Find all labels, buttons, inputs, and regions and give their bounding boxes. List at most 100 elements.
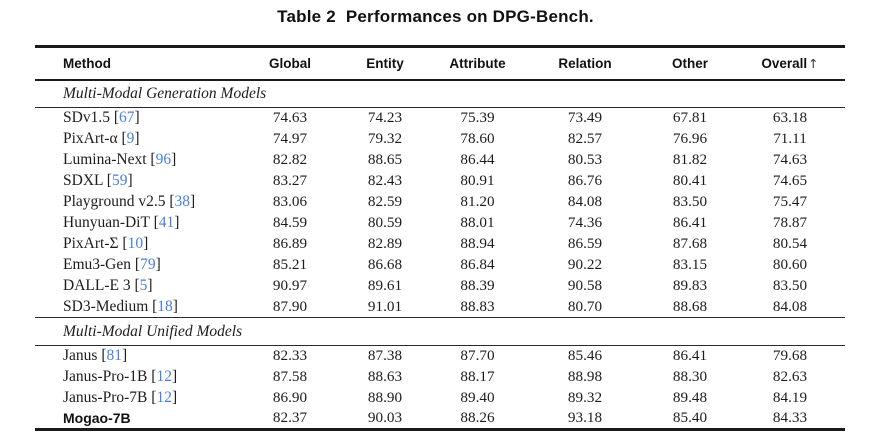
citation-link[interactable]: 38: [174, 193, 191, 210]
citation-link[interactable]: 67: [119, 109, 135, 127]
value-cell: 86.68: [367, 256, 403, 273]
value-cell: 88.17: [460, 368, 495, 385]
value-cell: 85.40: [672, 409, 708, 427]
section-header-row: Multi-Modal Generation Models: [35, 79, 845, 108]
value-cell: 82.82: [272, 151, 308, 168]
citation-link[interactable]: 96: [155, 151, 172, 168]
value-cell: 88.65: [367, 151, 403, 168]
value-cell: 81.20: [460, 193, 495, 210]
citation-link[interactable]: 41: [158, 214, 175, 231]
table-row: Playground v2.5 [38] 83.06 82.59 81.20 84.08…: [35, 192, 845, 213]
value-cell: 83.50: [672, 193, 708, 210]
method-cell: PixArt-α [9]: [63, 130, 140, 147]
value-cell: 82.43: [367, 172, 403, 189]
value-cell: 80.41: [672, 172, 708, 189]
table-row: PixArt-α [9] 74.97 79.32 78.60 82.57 76.96 71.…: [35, 129, 845, 150]
table-row: Janus [81] 82.33 87.38 87.70 85.46 86.41 79.68: [35, 346, 845, 367]
value-cell: 88.63: [367, 368, 403, 385]
value-cell: 78.60: [460, 130, 495, 147]
value-cell: 87.38: [367, 347, 403, 365]
column-header-overall: Overall↑: [761, 55, 819, 71]
value-cell: 82.59: [367, 193, 403, 210]
section-label: Multi-Modal Generation Models: [63, 84, 267, 102]
citation-link[interactable]: 5: [139, 277, 148, 294]
table-row: DALL-E 3 [5] 90.97 89.61 88.39 90.58 89.83 83.…: [35, 276, 845, 297]
column-header-global: Global: [268, 55, 311, 71]
method-cell: SDv1.5 [67]: [63, 109, 140, 127]
method-cell: Lumina-Next [96]: [63, 151, 177, 168]
method-cell: PixArt-Σ [10]: [63, 235, 149, 252]
value-cell: 88.90: [367, 389, 403, 406]
column-header-relation: Relation: [558, 55, 612, 71]
value-cell: 87.70: [460, 347, 495, 365]
value-cell: 83.15: [672, 256, 708, 273]
citation-link[interactable]: 81: [106, 347, 123, 365]
citation-link[interactable]: 59: [111, 172, 128, 189]
table-row: Lumina-Next [96] 82.82 88.65 86.44 80.53 81.8…: [35, 150, 845, 171]
method-cell: SD3-Medium [18]: [63, 297, 178, 315]
value-cell: 84.19: [772, 389, 808, 406]
table-row: Hunyuan-DiT [41] 84.59 80.59 88.01 74.36 86.4…: [35, 213, 845, 234]
value-cell: 86.84: [460, 256, 495, 273]
table-row: Emu3-Gen [79] 85.21 86.68 86.84 90.22 83.15 80…: [35, 255, 845, 276]
value-cell: 88.30: [672, 368, 708, 385]
table-body: Multi-Modal Generation Models SDv1.5 [67]…: [35, 79, 845, 430]
value-cell: 90.03: [367, 409, 403, 427]
value-cell: 90.97: [272, 277, 308, 294]
value-cell: 87.68: [672, 235, 708, 252]
value-cell: 86.41: [672, 214, 708, 231]
value-cell: 78.87: [772, 214, 808, 231]
method-cell: Playground v2.5 [38]: [63, 193, 196, 210]
value-cell: 93.18: [567, 409, 603, 427]
value-cell: 74.65: [772, 172, 808, 189]
citation-link[interactable]: 18: [157, 297, 173, 315]
method-cell: Hunyuan-DiT [41]: [63, 214, 180, 231]
method-cell: Janus-Pro-1B [12]: [63, 368, 178, 385]
value-cell: 79.32: [367, 130, 403, 147]
value-cell: 82.33: [272, 347, 308, 365]
method-cell: Emu3-Gen [79]: [63, 256, 161, 273]
value-cell: 85.46: [567, 347, 603, 365]
value-cell: 79.68: [772, 347, 808, 365]
citation-link[interactable]: 12: [156, 368, 172, 385]
column-header-other: Other: [671, 55, 708, 71]
value-cell: 86.89: [272, 235, 308, 252]
value-cell: 91.01: [367, 297, 403, 315]
value-cell: 90.22: [567, 256, 603, 273]
value-cell: 88.83: [460, 297, 495, 315]
value-cell: 80.54: [772, 235, 808, 252]
section-label: Multi-Modal Unified Models: [63, 322, 243, 340]
citation-link[interactable]: 12: [156, 389, 172, 406]
value-cell: 86.59: [567, 235, 603, 252]
value-cell: 88.94: [460, 235, 495, 252]
citation-link[interactable]: 9: [126, 130, 135, 147]
method-cell: Mogao-7B: [63, 410, 131, 427]
value-cell: 71.11: [773, 130, 807, 147]
value-cell: 76.96: [672, 130, 708, 147]
value-cell: 82.63: [772, 368, 808, 385]
citation-link[interactable]: 79: [140, 256, 156, 273]
value-cell: 89.40: [460, 389, 495, 406]
table-row: SDXL [59] 83.27 82.43 80.91 86.76 80.41 74.65: [35, 171, 845, 192]
column-header-method: Method: [63, 55, 111, 71]
value-cell: 75.39: [460, 109, 495, 127]
value-cell: 74.23: [367, 109, 403, 127]
value-cell: 81.82: [672, 151, 708, 168]
value-cell: 88.01: [460, 214, 495, 231]
value-cell: 80.59: [367, 214, 403, 231]
table-row: Janus-Pro-7B [12] 86.90 88.90 89.40 89.32 89.…: [35, 388, 845, 409]
citation-link[interactable]: 10: [127, 235, 144, 252]
value-cell: 82.89: [367, 235, 403, 252]
value-cell: 75.47: [772, 193, 808, 210]
value-cell: 89.83: [672, 277, 708, 294]
value-cell: 67.81: [672, 109, 708, 127]
value-cell: 85.21: [272, 256, 308, 273]
value-cell: 83.06: [272, 193, 308, 210]
value-cell: 83.50: [772, 277, 808, 294]
column-header-attribute: Attribute: [449, 55, 506, 71]
value-cell: 86.90: [272, 389, 308, 406]
value-cell: 87.58: [272, 368, 308, 385]
value-cell: 74.63: [272, 109, 308, 127]
results-table: Method Global Entity Attribute Relation Other…: [35, 45, 845, 431]
